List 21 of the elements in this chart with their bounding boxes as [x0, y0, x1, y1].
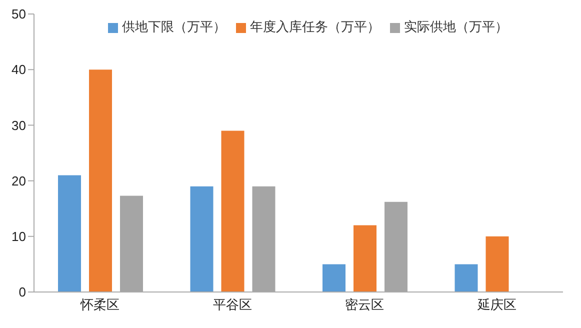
- y-tick-label: 10: [12, 229, 26, 244]
- legend-label: 供地下限（万平）: [122, 19, 226, 34]
- y-tick-label: 20: [12, 173, 26, 188]
- y-tick-label: 50: [12, 6, 26, 22]
- legend-label: 年度入库任务（万平）: [250, 19, 380, 34]
- bar: [58, 175, 81, 292]
- bar: [322, 264, 346, 292]
- x-tick-label: 平谷区: [212, 297, 252, 312]
- y-tick-label: 40: [12, 62, 26, 78]
- bar: [89, 70, 112, 292]
- x-tick-label: 怀柔区: [80, 297, 120, 312]
- y-tick-label: 0: [18, 284, 26, 300]
- bar: [454, 264, 478, 292]
- bar: [221, 130, 244, 292]
- y-tick-label: 30: [12, 118, 26, 133]
- x-tick-label: 延庆区: [476, 297, 516, 312]
- legend-label: 实际供地（万平）: [404, 19, 508, 34]
- bar: [354, 225, 376, 292]
- bar: [486, 236, 509, 292]
- x-tick-label: 密云区: [345, 297, 384, 312]
- bar: [190, 186, 214, 292]
